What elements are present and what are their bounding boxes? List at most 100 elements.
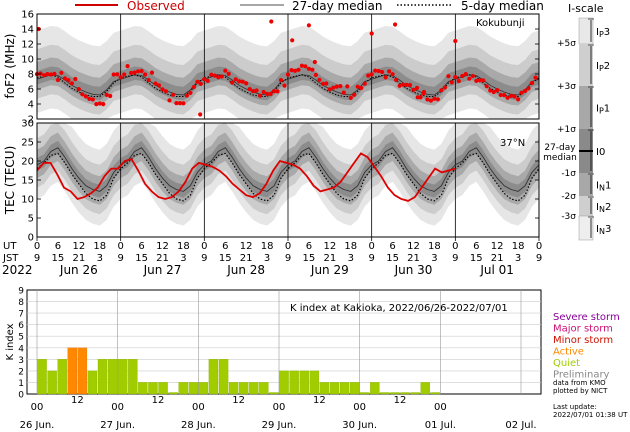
fof2-observed-point [474,78,479,83]
fof2-observed-point [529,80,535,86]
k-bar [128,359,138,395]
jst-tick-label: 3 [97,253,103,264]
fof2-observed-point [366,73,371,78]
fof2-observed-point [52,71,57,76]
k-xtick-label: 00 [192,402,205,413]
fof2-observed-point [509,93,514,98]
fof2-observed-point [181,101,186,106]
k-bar [239,382,249,395]
fof2-observed-point [62,76,67,81]
k-bar [360,392,370,395]
fof2-observed-point [94,102,99,107]
fof2-observed-point [303,64,308,69]
jst-tick-label: 21 [491,253,504,264]
fof2-observed-point [265,91,270,96]
tec-ytick-label: 15 [21,176,34,187]
k-legend-item: Quiet [553,358,580,369]
jst-tick-label: 3 [515,253,521,264]
jst-tick-label: 9 [117,253,123,264]
k-bar [208,359,219,395]
k-bar [118,359,128,395]
fof2-ytick-label: 14 [21,25,34,36]
jst-tick-label: 15 [386,253,399,264]
fof2-observed-point [223,68,228,73]
fof2-observed-point [505,95,510,100]
fof2-observed-point [59,70,64,75]
ut-tick-label: 12 [240,241,253,252]
k-bar [57,359,67,395]
jst-tick-label: 3 [348,253,354,264]
k-date-label: 28 Jun. [181,420,216,431]
tec-ytick-label: 0 [28,233,34,244]
fof2-observed-point [198,81,203,86]
jst-tick-label: 15 [219,253,232,264]
svg-text:+1σ: +1σ [557,125,576,135]
fof2-observed-point [442,85,447,90]
iscale-band-3sigma [579,44,593,86]
jst-tick-label: 9 [452,253,458,264]
k-bars [37,347,441,395]
k-bar [67,347,78,395]
ut-tick-label: 12 [72,241,85,252]
fof2-observed-point [104,92,109,97]
fof2-observed-point [310,67,315,72]
fof2-observed-point [296,67,301,72]
ut-tick-label: 18 [344,241,357,252]
fof2-observed-point [453,75,458,80]
jst-tick-label: 15 [135,253,148,264]
k-bar [339,382,350,395]
svg-text:-3σ: -3σ [561,212,576,222]
fof2-observed-point [341,90,346,95]
fof2-observed-point [191,84,196,90]
fof2-observed-point [45,72,50,77]
k-y-axis-label: K index [5,323,16,360]
fof2-observed-point [275,89,280,94]
k-bar [279,370,289,395]
k-date-label: 26 Jun. [20,420,55,431]
fof2-observed-point [488,88,493,93]
tec-ytick-label: 20 [21,157,34,168]
ut-tick-label: 6 [55,241,61,252]
tec-y-axis-ticks: 0 5 10 15 20 25 30 [21,119,539,244]
fof2-observed-point [41,73,47,78]
fof2-observed-point [205,78,210,83]
ut-tick-label: 18 [93,241,106,252]
fof2-observed-point [380,69,385,75]
fof2-observed-point [184,93,189,98]
fof2-observed-point [481,78,486,83]
k-bar [47,370,57,395]
iscale-class-label: IP2 [596,61,610,73]
top-legend: Observed 27-day median 5-day median [75,0,544,13]
fof2-observed-point [216,75,221,80]
fof2-observed-point [146,77,151,83]
k-ytick-label: 2 [18,367,24,377]
k-bar [218,359,229,395]
k-bar [299,370,309,395]
fof2-observed-point [111,72,116,77]
fof2-observed-point [331,85,336,90]
year-label: 2022 [2,263,33,277]
ut-tick-label: 0 [201,241,207,252]
tec-y-axis-label: TEC (TECU) [3,146,17,216]
k-bar [380,392,390,395]
fof2-outlier-point [290,38,295,43]
iscale-band-1sigma-upper [579,86,593,129]
svg-text:+5σ: +5σ [557,39,576,49]
k-bar [249,382,259,395]
fof2-observed-point [66,78,71,83]
fof2-observed-point [460,73,465,79]
fof2-observed-point [470,73,475,79]
fof2-observed-point [139,68,144,74]
fof2-observed-point [491,89,496,95]
k-ytick-label: 9 [18,287,24,297]
legend-median5-label: 5-day median [461,0,544,13]
fof2-ytick-label: 16 [21,10,34,21]
fof2-observed-point [219,74,224,79]
iscale-band-lower-2 [579,196,593,216]
fof2-ytick-label: 12 [21,40,34,51]
iscale-median-label-2: median [543,153,577,163]
jst-tick-label: 9 [285,253,291,264]
fof2-observed-point [362,81,367,86]
